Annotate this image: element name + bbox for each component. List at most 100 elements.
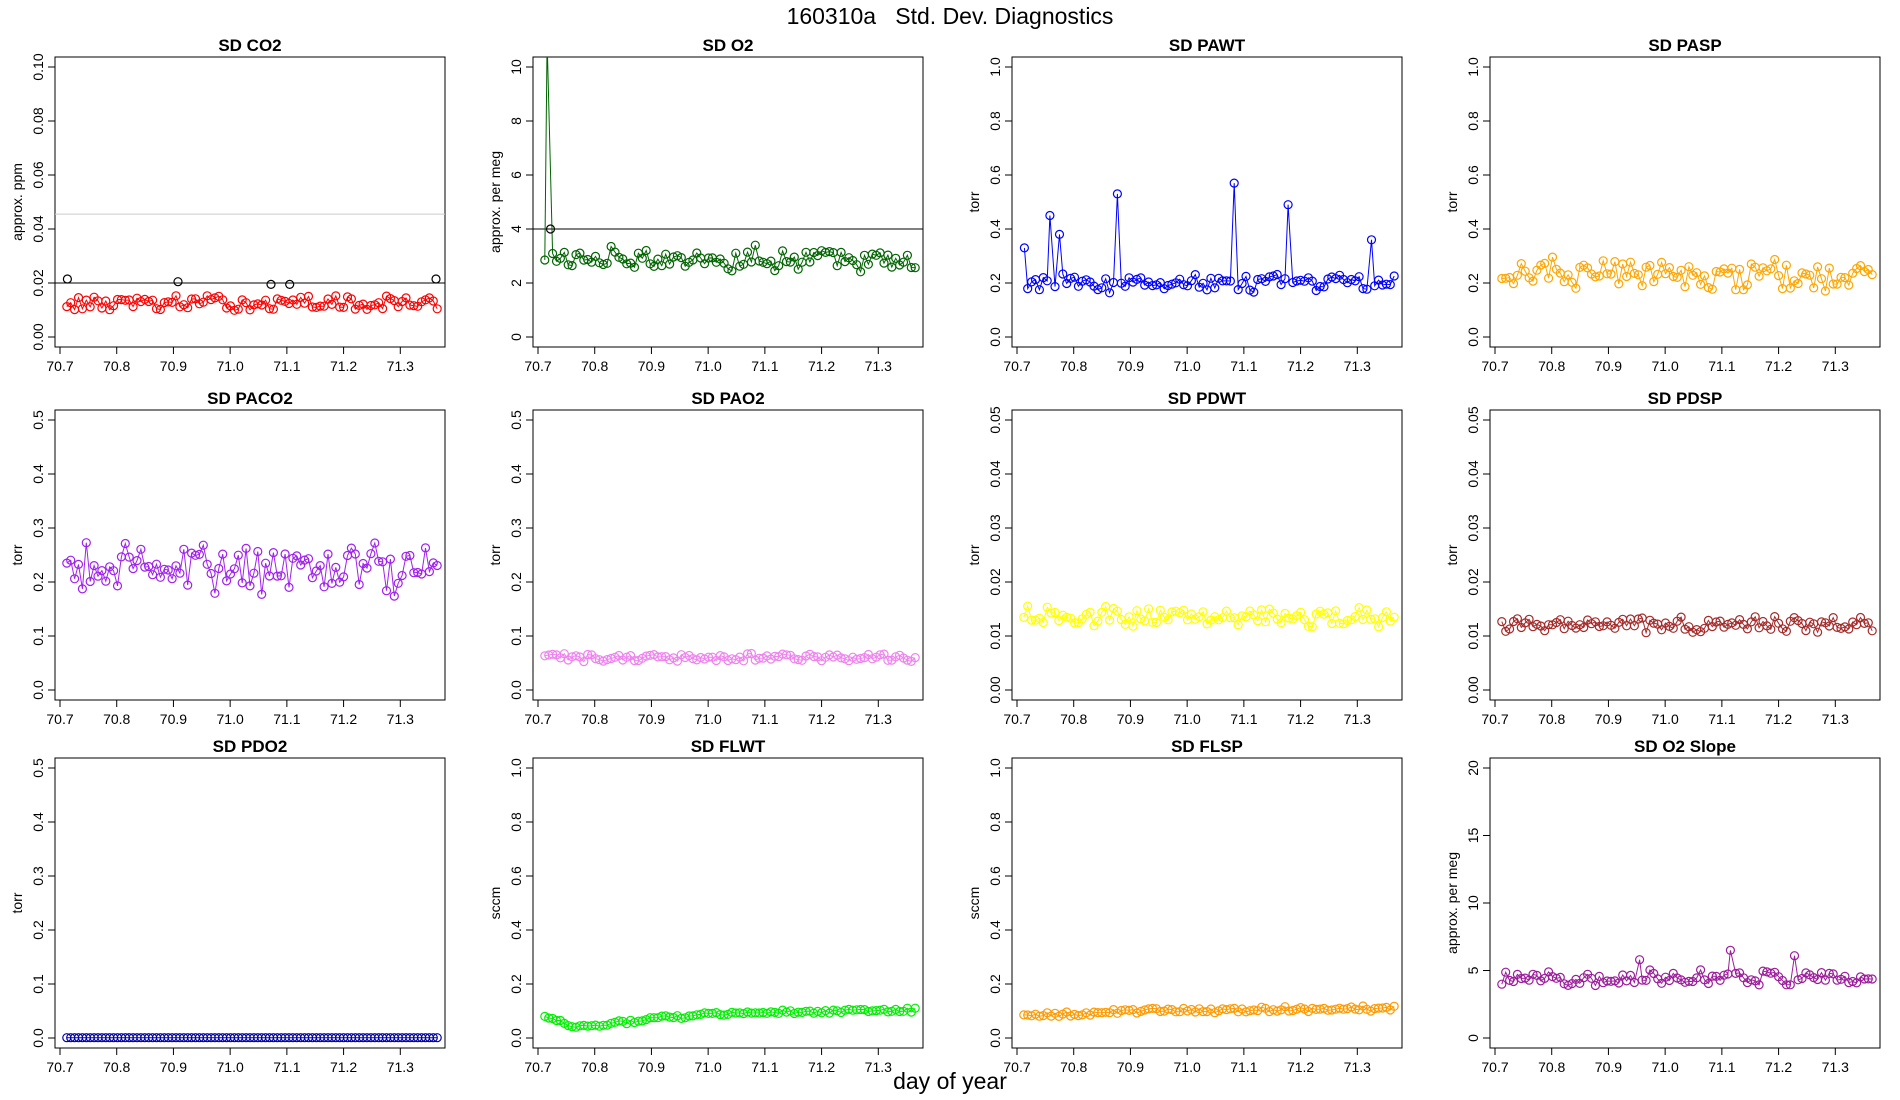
data-point: [413, 567, 423, 578]
data-point: [389, 591, 399, 601]
data-point: [1547, 252, 1558, 262]
data-point: [140, 562, 150, 572]
data-point: [1296, 607, 1306, 617]
x-tick-label: 71.1: [751, 711, 778, 727]
data-point: [1699, 271, 1710, 281]
y-tick-label: 0.00: [1465, 676, 1481, 703]
chart-svg: SD O2 0 2 4 6 8 10 70.7 70.8 70.9 71.0 71.1 71.2 71.3…: [487, 36, 924, 374]
data-point: [374, 556, 384, 566]
data-point: [378, 557, 388, 567]
x-tick-label: 70.8: [581, 1059, 608, 1075]
data-point: [1540, 258, 1550, 268]
x-tick-label: 71.1: [1230, 358, 1257, 374]
data-point: [362, 563, 372, 573]
x-tick-label: 71.0: [217, 1059, 244, 1075]
data-point: [1268, 271, 1278, 281]
data-point: [229, 305, 239, 315]
data-point: [1260, 617, 1271, 627]
x-tick-label: 70.9: [1117, 358, 1144, 374]
flagged-point: [173, 277, 183, 287]
data-point: [432, 560, 442, 571]
data-point: [85, 302, 95, 312]
panel-sd-flsp: SD FLSP 0.0 0.2 0.4 0.6 0.8 1.0 70.7 70.8 70.9 71.…: [957, 733, 1417, 1093]
data-point: [1816, 274, 1827, 284]
data-point: [583, 649, 593, 660]
data-point: [245, 581, 255, 591]
flagged-point: [431, 274, 441, 284]
panel-sd-pdwt: SD PDWT 0.00 0.01 0.02 0.03 0.04 0.05 70.7 70.8 7…: [957, 385, 1417, 745]
plot-area: [533, 57, 923, 277]
y-tick-label: 0.0: [508, 1028, 524, 1048]
x-tick-label: 70.8: [1538, 1059, 1565, 1075]
data-point: [1307, 276, 1317, 286]
data-point: [1354, 272, 1364, 282]
panel-sd-co2: SD CO2 0.00 0.02 0.04 0.06 0.08 0.10 70.7 70.8 70…: [0, 32, 460, 392]
data-point: [249, 568, 259, 578]
data-point: [1288, 1005, 1298, 1016]
y-tick-label: 0.2: [30, 572, 46, 592]
data-point: [750, 240, 760, 250]
data-point: [268, 548, 278, 558]
data-point: [1167, 279, 1177, 289]
data-point: [1637, 281, 1647, 291]
y-axis-label: torr: [9, 892, 25, 913]
data-point: [1645, 260, 1655, 271]
data-point: [397, 570, 407, 581]
data-point: [73, 559, 84, 569]
data-point: [883, 250, 893, 260]
data-point: [315, 301, 325, 311]
y-tick-label: 0.8: [987, 812, 1003, 832]
x-tick-label: 71.2: [1765, 711, 1792, 727]
data-point: [1112, 606, 1122, 616]
data-point: [598, 259, 608, 270]
data-point: [183, 303, 193, 313]
y-tick-label: 15: [1465, 828, 1481, 844]
data-point: [1331, 606, 1341, 616]
data-point: [1680, 282, 1690, 292]
data-point: [253, 546, 263, 557]
x-tick-label: 70.8: [1060, 358, 1087, 374]
data-point: [1093, 616, 1103, 626]
data-point: [1147, 1003, 1158, 1013]
y-axis-label: torr: [966, 544, 982, 565]
data-point: [1046, 608, 1056, 618]
data-point: [280, 549, 290, 559]
data-point: [1034, 285, 1045, 295]
y-tick-label: 0.2: [30, 920, 46, 940]
data-point: [1711, 266, 1721, 277]
data-point: [1781, 626, 1791, 636]
data-point: [222, 576, 232, 586]
data-point: [906, 262, 916, 273]
y-tick-label: 0.06: [30, 161, 46, 188]
data-point: [1614, 279, 1624, 289]
chart-svg: SD FLWT 0.0 0.2 0.4 0.6 0.8 1.0 70.7 70.8 70.9 71.…: [487, 737, 924, 1075]
data-point: [1128, 621, 1138, 631]
chart-svg: SD PACO2 0.0 0.1 0.2 0.3 0.4 0.5 70.7 70.8 70.9 71…: [9, 389, 446, 727]
data-point: [910, 653, 920, 663]
data-point: [1335, 618, 1345, 628]
panel-title: SD PACO2: [207, 389, 293, 408]
data-point: [1754, 980, 1764, 990]
data-point: [183, 580, 193, 590]
data-point: [1101, 1007, 1111, 1017]
data-point: [1848, 976, 1858, 987]
y-tick-label: 4: [508, 225, 524, 233]
data-point: [1816, 617, 1827, 627]
y-tick-label: 0.00: [987, 676, 1003, 703]
data-point: [1179, 605, 1189, 615]
chart-svg: SD PASP 0.0 0.2 0.4 0.6 0.8 1.0 70.7 70.8 70.9 71.…: [1444, 36, 1881, 374]
data-point: [1844, 280, 1854, 290]
data-point: [128, 564, 138, 574]
data-point: [1781, 980, 1791, 990]
data-point: [148, 570, 158, 580]
data-point: [1350, 1004, 1360, 1014]
data-point: [1735, 264, 1745, 274]
x-tick-label: 71.1: [1230, 711, 1257, 727]
data-point: [1528, 969, 1538, 979]
data-point: [155, 304, 165, 315]
data-point: [1563, 270, 1573, 280]
y-tick-label: 0.03: [987, 514, 1003, 541]
flagged-point: [285, 279, 295, 289]
data-point: [1516, 259, 1526, 269]
data-point: [1210, 283, 1220, 293]
